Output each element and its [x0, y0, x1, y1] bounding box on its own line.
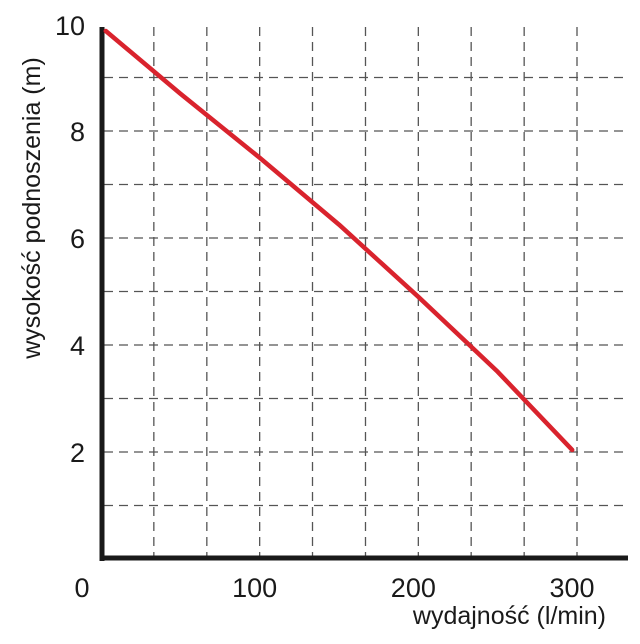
data-line [103, 28, 575, 453]
y-tick-label: 2 [70, 438, 85, 468]
x-tick-labels: 0 100 200 300 [74, 573, 594, 603]
x-tick-label: 0 [74, 573, 89, 603]
axes [99, 27, 628, 561]
y-tick-label: 8 [70, 117, 85, 147]
x-tick-label: 200 [391, 573, 436, 603]
y-tick-label: 4 [70, 331, 85, 361]
x-axis-label: wydajność (l/min) [412, 602, 606, 630]
y-tick-label: 6 [70, 224, 85, 254]
x-tick-label: 100 [232, 573, 277, 603]
x-tick-label: 300 [549, 573, 594, 603]
grid-lines [104, 27, 628, 556]
y-tick-labels: 2 4 6 8 10 [55, 11, 85, 468]
y-tick-label: 10 [55, 11, 85, 41]
y-axis-label: wysokość podnoszenia (m) [18, 57, 46, 360]
